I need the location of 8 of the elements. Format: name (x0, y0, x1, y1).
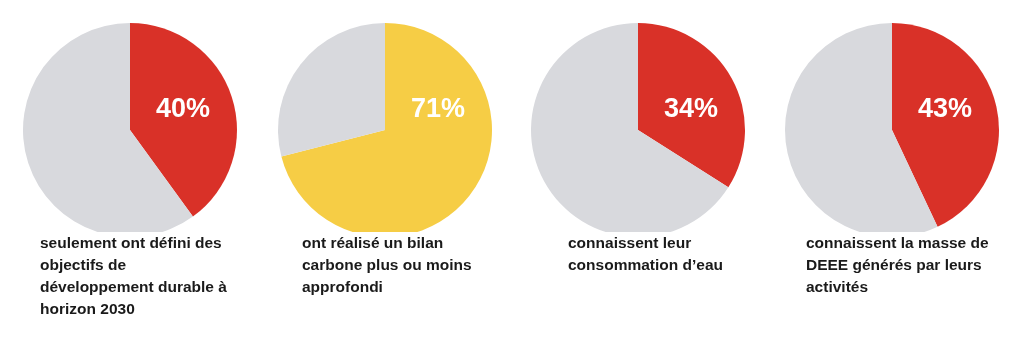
data-label: 40% (155, 93, 211, 123)
data-label: 71% (410, 93, 466, 123)
text: connaissent leur consommation d’eau (568, 233, 725, 275)
text: connaissent la masse de DEEE générés par leurs activités (806, 233, 990, 297)
text: seulement ont défini des objectifs de développement durable à horizon 2030 (40, 233, 228, 319)
data-label: 43% (917, 93, 973, 123)
text: ont réalisé un bilan carbone plus ou moins approfondi (302, 233, 473, 297)
data-label: 34% (663, 93, 719, 123)
